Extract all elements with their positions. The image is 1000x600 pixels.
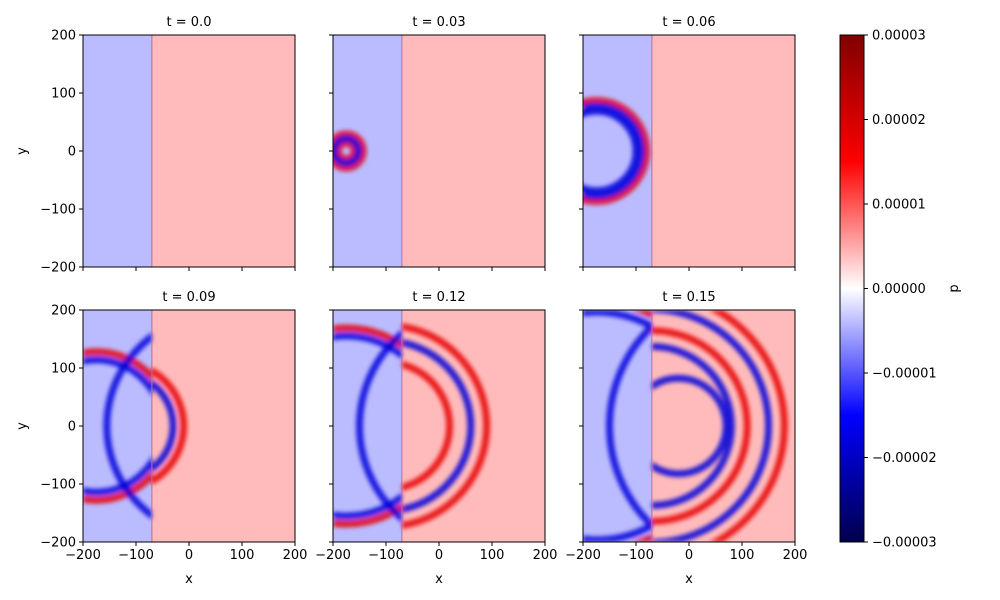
medium-right <box>151 35 295 267</box>
x-axis-label: x <box>685 572 693 587</box>
wavefront-2 <box>401 323 491 529</box>
x-tick-label: −100 <box>368 548 404 563</box>
colorbar-label: p <box>947 284 962 292</box>
y-tick-label: 100 <box>51 362 76 377</box>
colorbar-tick-label: −0.00001 <box>872 367 937 382</box>
wavefront-4 <box>103 332 152 520</box>
y-tick-label: 0 <box>68 420 76 435</box>
x-tick-label: −200 <box>65 548 101 563</box>
y-tick-label: 200 <box>51 304 76 319</box>
wavefront-1 <box>333 130 367 172</box>
panel-1: t = 0.03 <box>329 15 546 271</box>
panel-title: t = 0.09 <box>162 290 215 305</box>
y-axis-label: y <box>15 422 30 430</box>
x-tick-label: 100 <box>480 548 505 563</box>
wavefront-1 <box>583 310 652 542</box>
colorbar-tick-label: 0.00003 <box>872 29 926 44</box>
pressure-field <box>83 35 295 267</box>
colorbar-tick-label: 0.00000 <box>872 282 926 297</box>
wavefront-5 <box>651 343 735 509</box>
y-tick-label: −100 <box>40 478 76 493</box>
y-tick-label: 200 <box>51 29 76 44</box>
y-axis-label: y <box>15 147 30 155</box>
x-tick-label: 200 <box>533 548 558 563</box>
wavefront-4 <box>651 327 751 525</box>
y-tick-label: 100 <box>51 87 76 102</box>
colorbar-tick-label: −0.00002 <box>872 451 937 466</box>
x-tick-label: −100 <box>118 548 154 563</box>
medium-left <box>333 35 402 267</box>
x-tick-label: 0 <box>185 548 193 563</box>
x-tick-label: 100 <box>730 548 755 563</box>
panel-5: t = 0.15 −200 −100 0 100 200 x <box>565 290 808 587</box>
wavefront-3 <box>151 379 177 473</box>
wavefront-2 <box>708 310 788 542</box>
y-tick-label: −200 <box>40 261 76 276</box>
pressure-field <box>583 35 795 267</box>
wavefront-1 <box>83 356 152 496</box>
y-tick-label: 0 <box>68 145 76 160</box>
x-tick-label: 0 <box>435 548 443 563</box>
wavefront-0 <box>334 139 358 163</box>
pressure-field <box>583 310 795 542</box>
wavefront-2 <box>151 366 188 486</box>
x-tick-label: 0 <box>685 548 693 563</box>
y-tick-label: −200 <box>40 536 76 551</box>
colorbar-tick-label: 0.00002 <box>872 113 926 128</box>
wavefront-5 <box>356 329 402 523</box>
wavefront-1 <box>333 332 402 520</box>
panel-title: t = 0.12 <box>412 290 465 305</box>
colorbar-tick-label: −0.00003 <box>872 536 937 551</box>
wavefront-1 <box>583 107 640 195</box>
x-tick-label: 100 <box>230 548 255 563</box>
x-axis-label: x <box>435 572 443 587</box>
x-tick-label: 200 <box>283 548 308 563</box>
wavefront-2 <box>333 135 362 167</box>
wavefront-6 <box>651 374 730 478</box>
panel-title: t = 0.15 <box>662 290 715 305</box>
colorbar-tick-label: 0.00001 <box>872 198 926 213</box>
wavefront-3 <box>401 339 475 513</box>
wavefront-7 <box>606 321 652 531</box>
x-tick-label: −200 <box>315 548 351 563</box>
wavefront-0 <box>333 324 402 528</box>
panel-0: t = 0.0 −200 −100 0 100 200 y <box>15 15 296 276</box>
panel-title: t = 0.06 <box>662 15 715 30</box>
wavefront-0 <box>83 348 152 504</box>
panel-2: t = 0.06 <box>579 15 796 271</box>
x-tick-label: −200 <box>565 548 601 563</box>
panel-title: t = 0.03 <box>412 15 465 30</box>
medium-left <box>83 35 152 267</box>
panel-title: t = 0.0 <box>167 15 212 30</box>
medium-left <box>583 310 652 542</box>
panel-3: t = 0.09 −200 −100 0 100 200 −200 −100 0 100 200 x y <box>15 290 308 587</box>
medium-right <box>401 35 545 267</box>
x-axis-label: x <box>185 572 193 587</box>
wavefront-3 <box>651 310 772 542</box>
colorbar: −0.00003 −0.00002 −0.00001 0.00000 0.00001 0.… <box>839 29 962 551</box>
panel-4: t = 0.12 −200 −100 0 100 200 x <box>315 290 558 587</box>
y-tick-label: −100 <box>40 203 76 218</box>
pressure-field <box>333 310 545 542</box>
x-tick-label: −100 <box>618 548 654 563</box>
x-tick-label: 200 <box>783 548 808 563</box>
subplot-grid: t = 0.0 −200 −100 0 100 200 y t = 0.03 t = 0.06 t… <box>15 15 808 587</box>
medium-right <box>651 35 795 267</box>
pressure-field <box>333 35 545 267</box>
wavefront-4 <box>401 360 454 492</box>
wavefront-2 <box>583 102 645 200</box>
colorbar-gradient <box>840 35 864 542</box>
wavefront-0 <box>583 97 651 205</box>
pressure-field <box>83 310 295 542</box>
